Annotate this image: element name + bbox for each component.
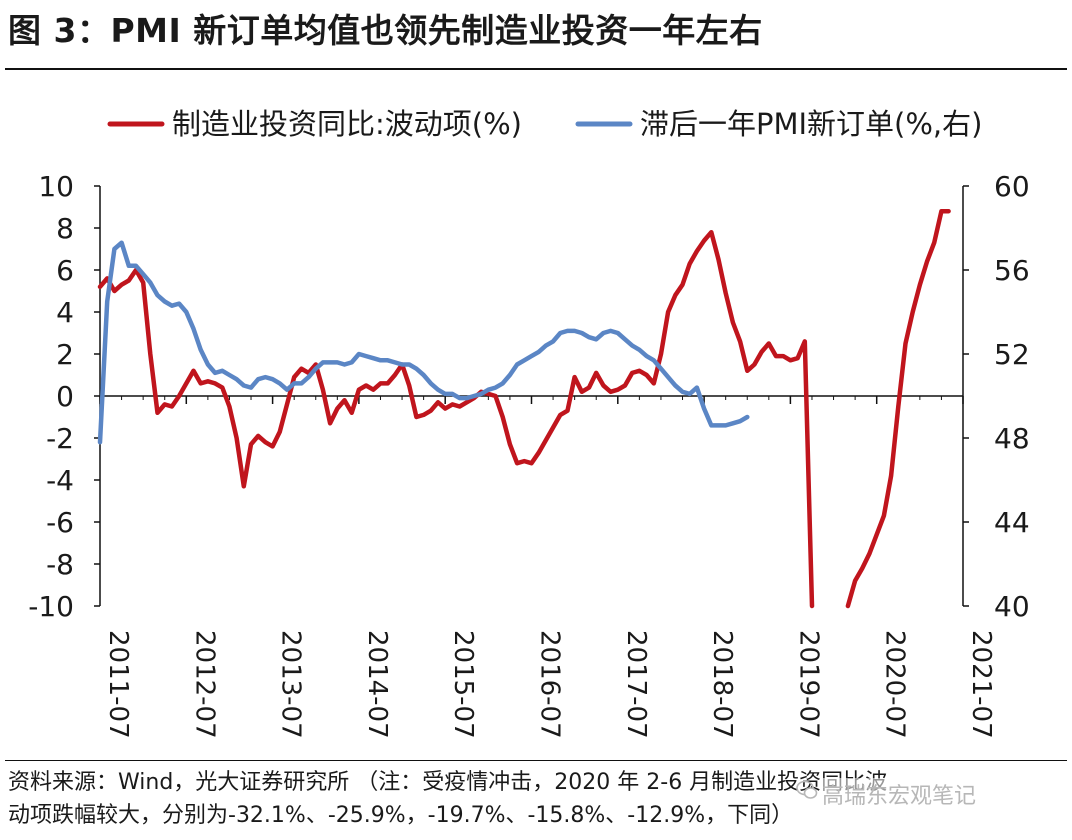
source-line-1: 资料来源：Wind，光大证券研究所 （注：受疫情冲击，2020 年 2-6 月制… — [8, 770, 888, 795]
left-tick-label: -10 — [28, 590, 74, 623]
right-tick-label: 52 — [994, 338, 1030, 371]
x-tick-label: 2020-07 — [880, 630, 910, 739]
source-line-2: 动项跌幅较大，分别为-32.1%、-25.9%，-19.7%、-15.8%、-1… — [8, 803, 794, 828]
left-tick-label: -6 — [46, 506, 74, 539]
series-line-pmi-new-orders — [97, 240, 750, 445]
source-note: 资料来源：Wind，光大证券研究所 （注：受疫情冲击，2020 年 2-6 月制… — [8, 766, 1068, 832]
left-tick-label: 8 — [56, 212, 74, 245]
legend-label-1: 制造业投资同比:波动项(%) — [172, 107, 522, 141]
title-rule — [5, 68, 1067, 70]
x-tick-label: 2019-07 — [793, 630, 823, 739]
x-tick-label: 2021-07 — [966, 630, 996, 739]
x-tick-label: 2014-07 — [362, 630, 392, 739]
left-tick-label: 0 — [56, 380, 74, 413]
legend-label-2: 滞后一年PMI新订单(%,右) — [640, 107, 982, 141]
left-tick-label: -4 — [46, 464, 74, 497]
chart-title: 图 3：PMI 新订单均值也领先制造业投资一年左右 — [8, 11, 763, 50]
left-tick-label: -2 — [46, 422, 74, 455]
left-tick-label: 2 — [56, 338, 74, 371]
series-line-manufacturing-investment — [845, 208, 951, 609]
x-tick-label: 2017-07 — [621, 630, 651, 739]
left-tick-label: 6 — [56, 254, 74, 287]
axes: 10 8 6 4 2 0 -2 -4 -6 -8 -10 60 56 52 48 44 40 2011-07 201… — [28, 170, 1029, 739]
right-tick-label: 60 — [994, 170, 1030, 203]
watermark-text: 高瑞东宏观笔记 — [822, 784, 977, 809]
right-tick-label: 44 — [994, 506, 1030, 539]
x-tick-label: 2011-07 — [103, 630, 133, 739]
series-line-manufacturing-investment — [97, 229, 815, 609]
x-tick-label: 2016-07 — [535, 630, 565, 739]
right-tick-label: 48 — [994, 422, 1030, 455]
series-lines — [97, 208, 951, 609]
left-tick-label: 4 — [56, 296, 74, 329]
wechat-icon — [796, 780, 818, 799]
right-tick-label: 56 — [994, 254, 1030, 287]
footer-rule — [5, 760, 1067, 761]
left-tick-label: -8 — [46, 548, 74, 581]
x-tick-label: 2015-07 — [448, 630, 478, 739]
x-tick-label: 2018-07 — [707, 630, 737, 739]
legend: 制造业投资同比:波动项(%) 滞后一年PMI新订单(%,右) — [107, 107, 982, 141]
watermark: 高瑞东宏观笔记 — [796, 778, 977, 810]
x-tick-label: 2013-07 — [276, 630, 306, 739]
dual-axis-line-chart: 制造业投资同比:波动项(%) 滞后一年PMI新订单(%,右) 10 8 6 4 2 0 -2 -… — [28, 107, 1029, 739]
x-tick-label: 2012-07 — [189, 630, 219, 739]
left-tick-label: 10 — [38, 170, 74, 203]
right-tick-label: 40 — [994, 590, 1030, 623]
